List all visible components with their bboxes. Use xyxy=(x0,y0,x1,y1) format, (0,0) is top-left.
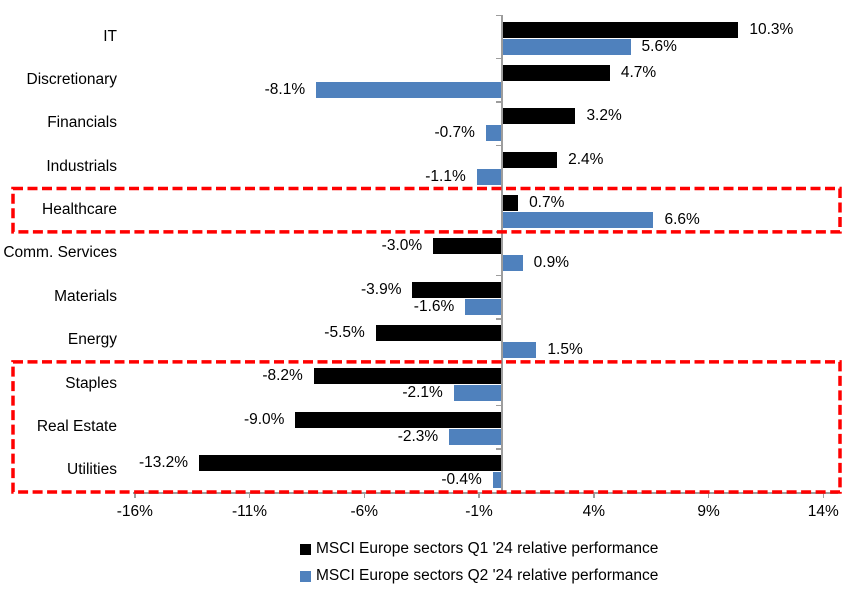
value-label-q1-industrials: 2.4% xyxy=(568,150,604,168)
value-label-q1-comm-services: -3.0% xyxy=(381,237,423,255)
bar-q1-it xyxy=(502,21,739,38)
bar-q1-materials xyxy=(412,281,502,298)
x-tick-label-4: 4% xyxy=(582,503,605,520)
x-axis-tick-6 xyxy=(363,492,366,498)
bar-q2-financials xyxy=(485,125,502,142)
value-label-q2-it: 5.6% xyxy=(641,37,677,55)
legend-label-q2: MSCI Europe sectors Q2 '24 relative perf… xyxy=(316,567,659,584)
y-axis-category-tick xyxy=(496,57,501,60)
x-tick-label-6: -6% xyxy=(350,503,379,520)
x-axis-tick-4 xyxy=(593,492,595,498)
y-axis-category-tick xyxy=(496,187,501,190)
legend-label-q1: MSCI Europe sectors Q1 '24 relative perf… xyxy=(316,540,659,557)
legend-item-q2: MSCI Europe sectors Q2 '24 relative perf… xyxy=(300,567,658,585)
value-label-q2-industrials: -1.1% xyxy=(425,167,466,185)
category-label-staples: Staples xyxy=(65,374,117,392)
bar-q2-materials xyxy=(465,298,502,315)
category-label-real-estate: Real Estate xyxy=(36,417,117,435)
bar-q1-utilities xyxy=(199,455,502,472)
x-tick-label-9: 9% xyxy=(697,503,720,520)
value-label-q1-staples: -8.2% xyxy=(262,367,303,385)
value-label-q2-healthcare: 6.6% xyxy=(664,210,700,228)
category-label-healthcare: Healthcare xyxy=(42,201,117,219)
category-label-discretionary: Discretionary xyxy=(26,71,117,89)
x-axis-tick-1 xyxy=(478,492,480,498)
legend-swatch-q1-icon xyxy=(300,543,311,555)
y-axis-category-tick xyxy=(496,361,501,363)
legend-item-q1: MSCI Europe sectors Q1 '24 relative perf… xyxy=(300,540,658,558)
y-axis-category-tick xyxy=(496,318,501,320)
bar-q2-comm-services xyxy=(502,255,523,272)
bar-q1-healthcare xyxy=(502,194,519,211)
value-label-q2-real-estate: -2.3% xyxy=(397,427,439,445)
bar-q1-real-estate xyxy=(295,411,502,428)
value-label-q1-it: 10.3% xyxy=(749,20,794,38)
value-label-q1-energy: -5.5% xyxy=(324,324,365,342)
x-tick-label-16: -16% xyxy=(116,503,153,520)
value-label-q1-financials: 3.2% xyxy=(586,107,622,125)
value-label-q2-utilities: -0.4% xyxy=(441,471,482,489)
value-label-q2-comm-services: 0.9% xyxy=(533,254,569,272)
x-axis-tick-16 xyxy=(134,492,136,498)
value-label-q1-real-estate: -9.0% xyxy=(243,410,285,428)
bar-q2-energy xyxy=(502,342,537,359)
value-label-q1-materials: -3.9% xyxy=(361,280,402,298)
bar-q1-energy xyxy=(375,325,502,342)
y-axis-category-tick xyxy=(496,448,501,450)
y-axis-category-tick xyxy=(496,274,501,277)
y-axis-category-tick xyxy=(496,101,501,103)
x-tick-label-1: -1% xyxy=(465,503,493,520)
bar-q1-industrials xyxy=(502,151,558,168)
legend-swatch-q2-icon xyxy=(300,570,311,582)
value-label-q2-materials: -1.6% xyxy=(413,297,455,315)
bar-q2-staples xyxy=(453,385,502,402)
bar-q2-industrials xyxy=(476,168,502,185)
bar-q1-staples xyxy=(313,368,502,385)
value-label-q2-discretionary: -8.1% xyxy=(264,80,306,98)
bar-q2-real-estate xyxy=(449,428,502,445)
y-axis-category-tick xyxy=(496,144,501,147)
category-label-energy: Energy xyxy=(67,331,117,349)
bar-q2-it xyxy=(502,38,631,55)
value-label-q1-healthcare: 0.7% xyxy=(529,193,565,211)
value-label-q1-discretionary: 4.7% xyxy=(620,63,657,81)
x-tick-label-14: 14% xyxy=(807,503,839,520)
x-axis-tick-9 xyxy=(707,492,710,498)
bar-q1-financials xyxy=(502,108,576,125)
bar-q1-comm-services xyxy=(433,238,502,255)
category-label-comm-services: Comm. Services xyxy=(3,244,117,262)
category-label-it: IT xyxy=(103,27,117,45)
y-axis-category-tick xyxy=(496,231,501,233)
value-label-q2-financials: -0.7% xyxy=(434,124,475,142)
y-axis-category-tick xyxy=(496,14,501,16)
y-axis-line xyxy=(501,15,503,492)
bar-q2-discretionary xyxy=(316,81,502,98)
bar-q1-discretionary xyxy=(502,64,610,81)
value-label-q2-energy: 1.5% xyxy=(547,341,583,359)
category-label-industrials: Industrials xyxy=(46,157,117,175)
value-label-q2-staples: -2.1% xyxy=(402,384,443,402)
bar-q2-healthcare xyxy=(502,211,654,228)
category-label-utilities: Utilities xyxy=(67,461,117,479)
x-axis-tick-14 xyxy=(822,492,825,498)
category-label-financials: Financials xyxy=(47,114,117,132)
value-label-q1-utilities: -13.2% xyxy=(138,454,189,472)
category-label-materials: Materials xyxy=(54,287,117,305)
x-axis-tick-11 xyxy=(248,492,251,498)
x-axis-line xyxy=(133,492,838,494)
x-tick-label-11: -11% xyxy=(232,503,268,520)
y-axis-category-tick xyxy=(496,404,501,407)
